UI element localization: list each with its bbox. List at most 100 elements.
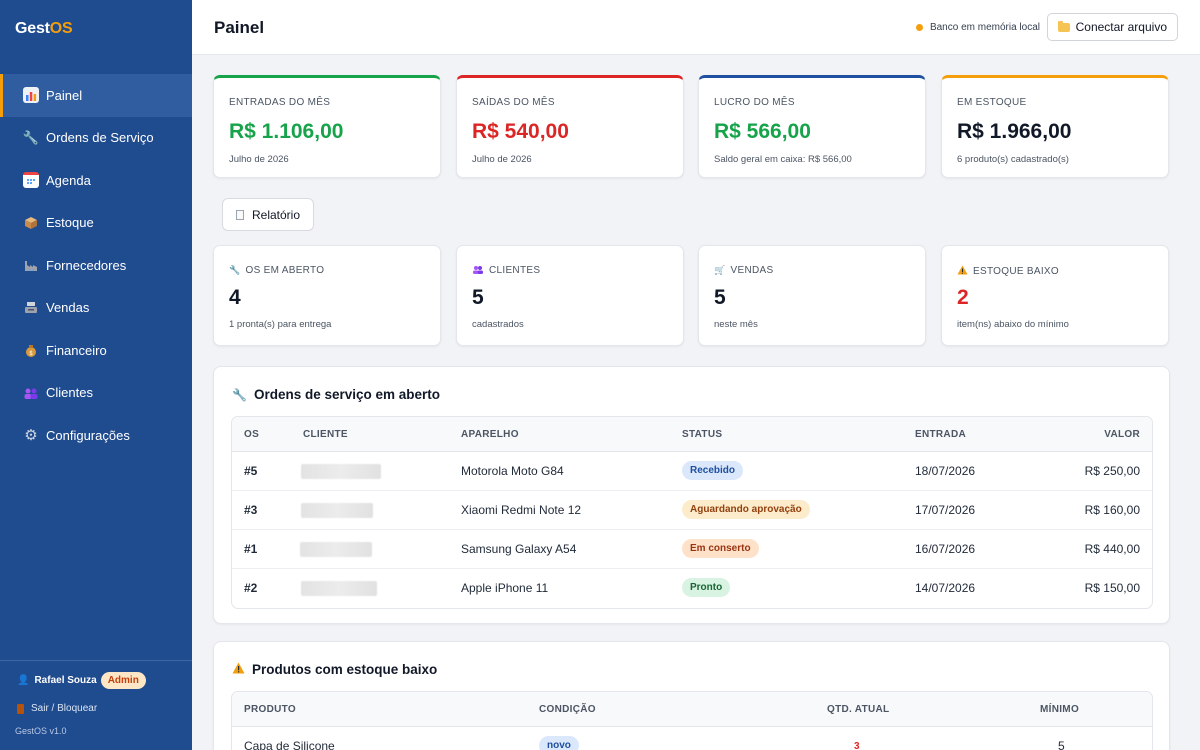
kpi-label: ENTRADAS DO MÊS xyxy=(229,97,331,108)
table-row[interactable]: Capa de Silicone novo 3 5 xyxy=(232,727,1152,750)
low-stock-table: PRODUTO CONDIÇÃO QTD. ATUAL MÍNIMO Capa … xyxy=(231,691,1153,750)
stat-label: CLIENTES xyxy=(472,265,540,276)
sidebar-item-vendas[interactable]: Vendas xyxy=(0,287,192,330)
column-header[interactable]: STATUS xyxy=(682,429,723,440)
door-icon xyxy=(17,703,24,714)
brand-text: Gest xyxy=(15,20,50,37)
orders-table: OS CLIENTE APARELHO STATUS ENTRADA VALOR… xyxy=(231,416,1153,609)
column-header[interactable]: PRODUTO xyxy=(244,704,296,715)
entry-date: 14/07/2026 xyxy=(915,581,976,595)
sidebar-item-financeiro[interactable]: $ Financeiro xyxy=(0,329,192,372)
sidebar-item-ordens-de-servico[interactable]: 🔧 Ordens de Serviço xyxy=(0,117,192,160)
sidebar-item-label: Fornecedores xyxy=(46,257,127,273)
user-icon: 👤 xyxy=(17,675,30,686)
stat-label: ESTOQUE BAIXO xyxy=(957,265,1059,277)
entry-date: 16/07/2026 xyxy=(915,542,976,556)
column-header[interactable]: APARELHO xyxy=(461,429,519,440)
sidebar-item-clientes[interactable]: Clientes xyxy=(0,372,192,415)
kpi-card-lucro: LUCRO DO MÊS R$ 566,00 Saldo geral em ca… xyxy=(698,75,926,178)
status-badge: Recebido xyxy=(682,461,744,480)
column-header[interactable]: MÍNIMO xyxy=(1040,704,1080,715)
stat-card-clientes[interactable]: CLIENTES 5 cadastrados xyxy=(456,245,684,346)
kpi-sub: 6 produto(s) cadastrado(s) xyxy=(957,154,1069,165)
folder-icon xyxy=(1057,20,1070,32)
column-header[interactable]: OS xyxy=(244,429,260,440)
kpi-value: R$ 540,00 xyxy=(472,120,569,143)
db-status-text: Banco em memória local xyxy=(929,22,1040,33)
calendar-icon xyxy=(23,172,39,189)
kpi-label: LUCRO DO MÊS xyxy=(714,97,795,108)
sidebar-item-painel[interactable]: Painel xyxy=(0,74,192,117)
device-name: Samsung Galaxy A54 xyxy=(461,542,577,556)
sidebar-item-fornecedores[interactable]: Fornecedores xyxy=(0,244,192,287)
sidebar-item-agenda[interactable]: Agenda xyxy=(0,159,192,202)
brand-logo[interactable]: GestOS xyxy=(15,20,73,38)
stat-label-text: OS EM ABERTO xyxy=(245,265,325,276)
kpi-sub: Saldo geral em caixa: R$ 566,00 xyxy=(714,154,852,165)
factory-icon xyxy=(23,257,39,273)
device-name: Motorola Moto G84 xyxy=(461,464,564,478)
table-row[interactable]: #1 Samsung Galaxy A54 Em conserto 16/07/… xyxy=(232,530,1152,569)
device-name: Xiaomi Redmi Note 12 xyxy=(461,503,582,517)
sidebar-item-estoque[interactable]: Estoque xyxy=(0,202,192,245)
sidebar-item-label: Ordens de Serviço xyxy=(46,130,154,146)
money-bag-icon: $ xyxy=(23,342,39,358)
sidebar-item-label: Configurações xyxy=(46,427,130,443)
kpi-sub: Julho de 2026 xyxy=(229,154,289,165)
logout-label: Sair / Bloquear xyxy=(31,703,98,714)
people-icon xyxy=(23,385,39,401)
open-orders-panel: 🔧 Ordens de serviço em aberto OS CLIENTE… xyxy=(213,366,1170,624)
panel-title-text: Ordens de serviço em aberto xyxy=(253,387,441,402)
connect-file-button[interactable]: Conectar arquivo xyxy=(1046,13,1178,41)
box-icon xyxy=(23,215,39,231)
top-header: Painel Banco em memória local Conectar a… xyxy=(192,0,1200,55)
role-badge: Admin xyxy=(100,672,146,689)
user-name: Rafael Souza xyxy=(34,675,97,686)
gear-icon: ⚙ xyxy=(24,427,38,445)
stat-label-text: CLIENTES xyxy=(489,265,541,276)
column-header[interactable]: CLIENTE xyxy=(303,429,348,440)
warning-icon xyxy=(232,662,245,677)
kpi-card-saidas: SAÍDAS DO MÊS R$ 540,00 Julho de 2026 xyxy=(456,75,684,178)
stat-label-text: VENDAS xyxy=(730,265,774,276)
sidebar-item-label: Vendas xyxy=(46,300,90,316)
wrench-icon: 🔧 xyxy=(229,265,241,275)
chart-icon xyxy=(23,87,39,104)
product-name: Capa de Silicone xyxy=(244,739,335,750)
stat-label-text: ESTOQUE BAIXO xyxy=(973,265,1059,277)
order-value: R$ 160,00 xyxy=(1084,503,1140,517)
stat-card-estoque-baixo[interactable]: ESTOQUE BAIXO 2 item(ns) abaixo do mínim… xyxy=(941,245,1169,346)
kpi-label: EM ESTOQUE xyxy=(957,97,1027,108)
sidebar-item-configuracoes[interactable]: ⚙ Configurações xyxy=(0,414,192,457)
sidebar-item-label: Estoque xyxy=(46,215,94,231)
kpi-value: R$ 1.966,00 xyxy=(957,120,1072,143)
kpi-card-estoque: EM ESTOQUE R$ 1.966,00 6 produto(s) cada… xyxy=(941,75,1169,178)
sidebar-nav: Painel 🔧 Ordens de Serviço Agenda Estoqu… xyxy=(0,74,192,457)
stat-sub: neste mês xyxy=(714,319,758,330)
stat-value: 2 xyxy=(957,286,969,309)
report-button[interactable]: Relatório xyxy=(222,198,314,231)
logout-link[interactable]: Sair / Bloquear xyxy=(17,703,97,714)
warning-icon xyxy=(957,265,968,277)
kpi-card-entradas: ENTRADAS DO MÊS R$ 1.106,00 Julho de 202… xyxy=(213,75,441,178)
cart-icon: 🛒 xyxy=(714,265,726,275)
order-value: R$ 250,00 xyxy=(1084,464,1140,478)
brand-text-accent: OS xyxy=(49,20,73,37)
column-header[interactable]: CONDIÇÃO xyxy=(539,704,596,715)
stat-sub: cadastrados xyxy=(472,319,524,330)
order-value: R$ 440,00 xyxy=(1084,542,1140,556)
stat-card-os-aberto[interactable]: 🔧 OS EM ABERTO 4 1 pronta(s) para entrega xyxy=(213,245,441,346)
table-row[interactable]: #2 Apple iPhone 11 Pronto 14/07/2026 R$ … xyxy=(232,569,1152,608)
column-header[interactable]: ENTRADA xyxy=(915,429,966,440)
low-stock-panel: Produtos com estoque baixo PRODUTO CONDI… xyxy=(213,641,1170,750)
table-header: OS CLIENTE APARELHO STATUS ENTRADA VALOR xyxy=(232,417,1152,452)
column-header[interactable]: VALOR xyxy=(1104,429,1140,440)
stat-card-vendas[interactable]: 🛒 VENDAS 5 neste mês xyxy=(698,245,926,346)
sidebar-item-label: Painel xyxy=(46,87,83,103)
kpi-label: SAÍDAS DO MÊS xyxy=(472,97,555,108)
register-icon xyxy=(23,300,39,316)
table-row[interactable]: #5 Motorola Moto G84 Recebido 18/07/2026… xyxy=(232,452,1152,491)
document-icon xyxy=(235,209,244,220)
table-row[interactable]: #3 Xiaomi Redmi Note 12 Aguardando aprov… xyxy=(232,491,1152,530)
column-header[interactable]: QTD. ATUAL xyxy=(827,704,890,715)
